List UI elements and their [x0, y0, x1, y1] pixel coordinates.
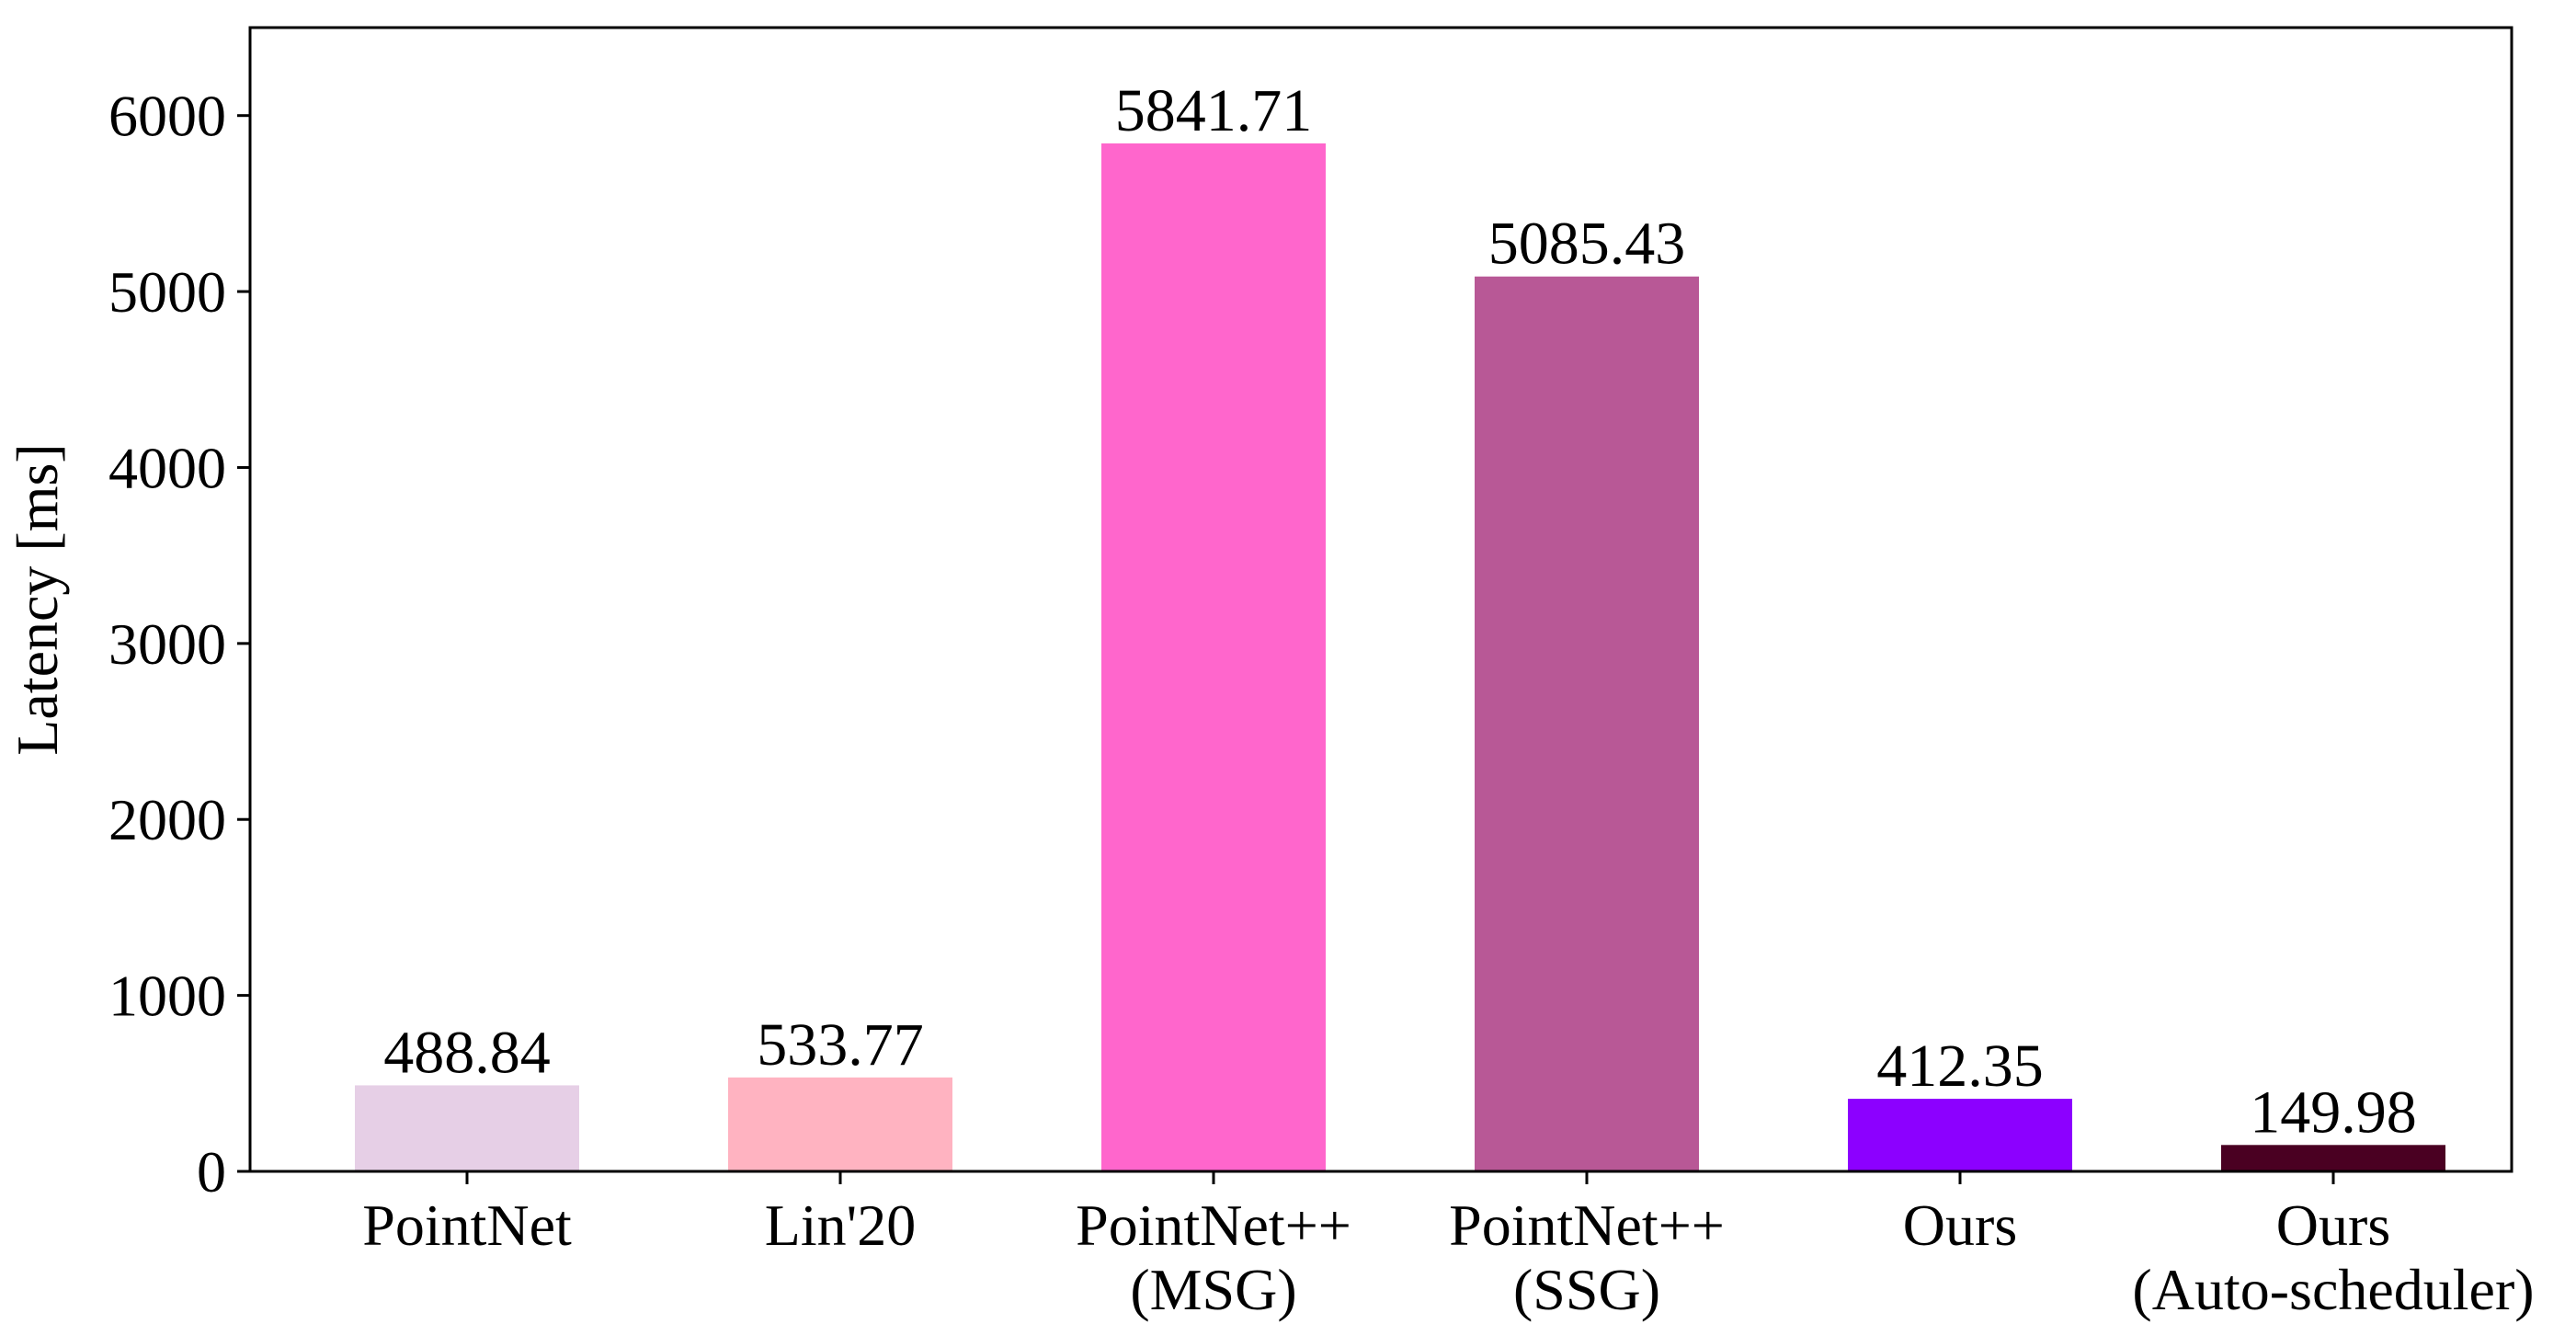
bars-layer	[355, 143, 2445, 1171]
bar	[355, 1085, 579, 1171]
bar-value-label: 5085.43	[1488, 211, 1686, 278]
bar-value-label: 533.77	[757, 1011, 924, 1079]
x-tick-label: PointNet++	[1449, 1193, 1725, 1258]
bar-value-label: 488.84	[383, 1019, 551, 1086]
y-tick-label: 3000	[108, 611, 226, 677]
bar-value-label: 412.35	[1876, 1033, 2044, 1100]
y-tick-label: 4000	[108, 435, 226, 500]
y-tick-label: 0	[197, 1139, 226, 1204]
y-tick-label: 6000	[108, 84, 226, 149]
x-tick-label: Lin'20	[765, 1193, 916, 1258]
value-labels-layer: 488.84 533.77 5841.71 5085.43 412.35 149.98	[383, 77, 2417, 1146]
bar	[2221, 1145, 2445, 1171]
bar	[1475, 276, 1699, 1171]
plot-frame	[248, 26, 2513, 1173]
x-tick-label: (Auto-scheduler)	[2132, 1257, 2534, 1322]
bar	[1101, 143, 1326, 1171]
y-axis-label: Latency [ms]	[5, 443, 70, 755]
bar	[728, 1077, 952, 1171]
bar	[1848, 1099, 2072, 1171]
x-tick-label: PointNet++	[1076, 1193, 1351, 1258]
y-axis: 0 1000 2000 3000 4000 5000 6000	[108, 84, 250, 1204]
x-axis: PointNet Lin'20 PointNet++(MSG)PointNet++(…	[362, 1171, 2535, 1322]
x-tick-label: (SSG)	[1513, 1257, 1660, 1322]
x-tick-label: (MSG)	[1130, 1257, 1296, 1322]
x-tick-label: Ours	[2276, 1193, 2390, 1258]
y-tick-label: 5000	[108, 259, 226, 325]
bar-value-label: 5841.71	[1115, 77, 1313, 144]
y-tick-label: 2000	[108, 787, 226, 852]
x-tick-label: PointNet	[362, 1193, 572, 1258]
bar-value-label: 149.98	[2250, 1079, 2417, 1146]
x-tick-label: Ours	[1903, 1193, 2017, 1258]
y-tick-label: 1000	[108, 964, 226, 1029]
